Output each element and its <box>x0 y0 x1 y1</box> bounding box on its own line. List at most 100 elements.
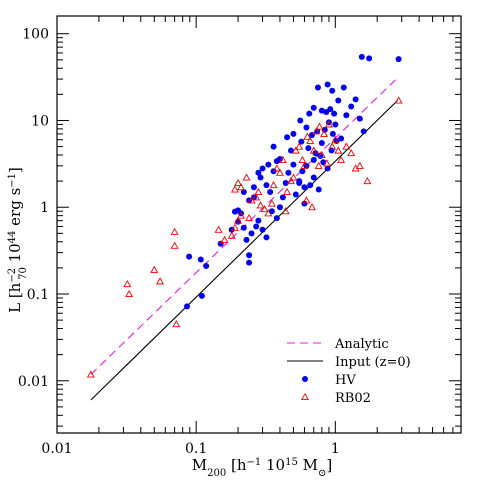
data-point-hv <box>324 81 331 88</box>
y-tick-label: 100 <box>22 27 49 43</box>
x-tick-label: 0.1 <box>185 441 207 457</box>
data-point-hv <box>270 143 277 150</box>
data-point-hv <box>246 252 253 259</box>
data-point-hv <box>292 191 299 198</box>
data-point-rb02 <box>156 277 164 285</box>
data-point-rb02 <box>170 227 179 235</box>
data-point-hv <box>332 121 339 128</box>
data-point-hv <box>282 180 289 187</box>
data-point-rb02 <box>324 120 333 128</box>
data-point-rb02 <box>272 164 281 172</box>
y-axis-label: L [h−270 1044 erg s−1] <box>6 167 29 313</box>
data-point-rb02 <box>234 178 243 187</box>
data-point-hv <box>329 130 336 137</box>
legend: Analytic Input (z=0) HV RB02 <box>287 337 411 406</box>
x-axis-label: M200 [h−1 1015 M⊙] <box>192 456 332 479</box>
data-point-hv <box>279 194 286 201</box>
data-point-rb02 <box>86 370 95 378</box>
data-point-hv <box>315 186 322 193</box>
data-point-hv <box>240 224 247 231</box>
data-point-hv <box>327 106 334 113</box>
data-point-hv <box>335 97 342 104</box>
data-point-hv <box>366 55 373 62</box>
data-point-rb02 <box>312 127 321 135</box>
data-point-hv <box>395 56 402 63</box>
data-point-hv <box>340 84 347 91</box>
data-point-hv <box>276 155 283 162</box>
data-point-rb02 <box>334 146 343 154</box>
data-point-hv <box>306 110 313 117</box>
data-point-hv <box>203 263 210 270</box>
legend-label-hv: HV <box>335 373 356 388</box>
y-tick-label: 0.1 <box>27 287 49 303</box>
data-point-rb02 <box>300 161 309 169</box>
legend-label-analytic: Analytic <box>334 337 389 352</box>
data-point-rb02 <box>150 265 159 273</box>
data-point-hv <box>287 147 294 154</box>
legend-label-rb02: RB02 <box>335 391 371 406</box>
data-point-hv <box>257 174 264 181</box>
data-point-hv <box>318 140 325 147</box>
data-point-hv <box>318 107 325 114</box>
data-point-hv <box>299 168 306 175</box>
data-point-hv <box>360 128 367 135</box>
data-point-hv <box>290 130 297 137</box>
x-tick-label: 0.01 <box>41 441 72 457</box>
data-point-rb02 <box>267 199 276 207</box>
data-point-hv <box>248 230 255 237</box>
y-tick-label: 0.01 <box>18 374 49 390</box>
data-point-rb02 <box>322 159 331 167</box>
data-point-rb02 <box>331 135 340 143</box>
data-point-hv <box>310 157 317 164</box>
data-point-rb02 <box>315 122 324 130</box>
data-point-rb02 <box>303 132 312 140</box>
data-point-rb02 <box>328 142 337 150</box>
data-point-rb02 <box>275 168 284 176</box>
data-point-hv <box>290 161 297 168</box>
legend-swatch-rb02 <box>301 392 309 401</box>
y-tick-label: 1 <box>40 200 49 216</box>
y-tick-label: 10 <box>31 113 49 129</box>
data-point-rb02 <box>317 150 326 159</box>
data-point-hv <box>298 138 305 145</box>
data-point-hv <box>259 226 266 233</box>
data-point-hv <box>348 103 355 110</box>
data-point-rb02 <box>242 173 251 181</box>
data-point-rb02 <box>342 142 351 150</box>
data-point-rb02 <box>170 241 179 249</box>
x-tick-label: 1 <box>331 441 340 457</box>
data-point-hv <box>358 53 365 60</box>
data-point-rb02 <box>306 136 315 145</box>
data-point-rb02 <box>227 231 236 239</box>
data-point-hv <box>235 207 242 214</box>
tick-labels-layer: 0.01 0.1 1 0.01 0.1 1 10 100 <box>18 27 340 457</box>
data-point-hv <box>310 104 317 111</box>
data-point-hv <box>263 182 270 189</box>
data-point-rb02 <box>394 96 403 104</box>
axes-frame-layer <box>56 15 462 434</box>
data-point-hv <box>197 256 204 263</box>
data-point-hv <box>356 115 363 122</box>
data-point-hv <box>343 112 350 119</box>
series-line-input-z-0 <box>90 100 398 401</box>
data-point-rb02 <box>308 203 316 211</box>
data-point-rb02 <box>264 209 273 217</box>
data-point-hv <box>307 182 314 189</box>
data-point-rb02 <box>347 149 356 157</box>
data-point-hv <box>303 124 310 131</box>
data-point-hv <box>268 208 275 215</box>
data-point-hv <box>276 204 283 211</box>
data-point-hv <box>285 169 292 176</box>
data-point-hv <box>184 303 191 310</box>
data-point-rb02 <box>245 213 254 222</box>
data-point-hv <box>243 236 250 243</box>
data-point-hv <box>324 165 331 172</box>
data-point-rb02 <box>230 223 239 231</box>
data-point-hv <box>240 188 247 195</box>
data-point-hv <box>301 200 308 207</box>
legend-label-input-z-0: Input (z=0) <box>335 355 411 370</box>
data-point-hv <box>305 145 312 152</box>
data-point-rb02 <box>298 155 307 164</box>
plot-frame <box>56 15 462 434</box>
